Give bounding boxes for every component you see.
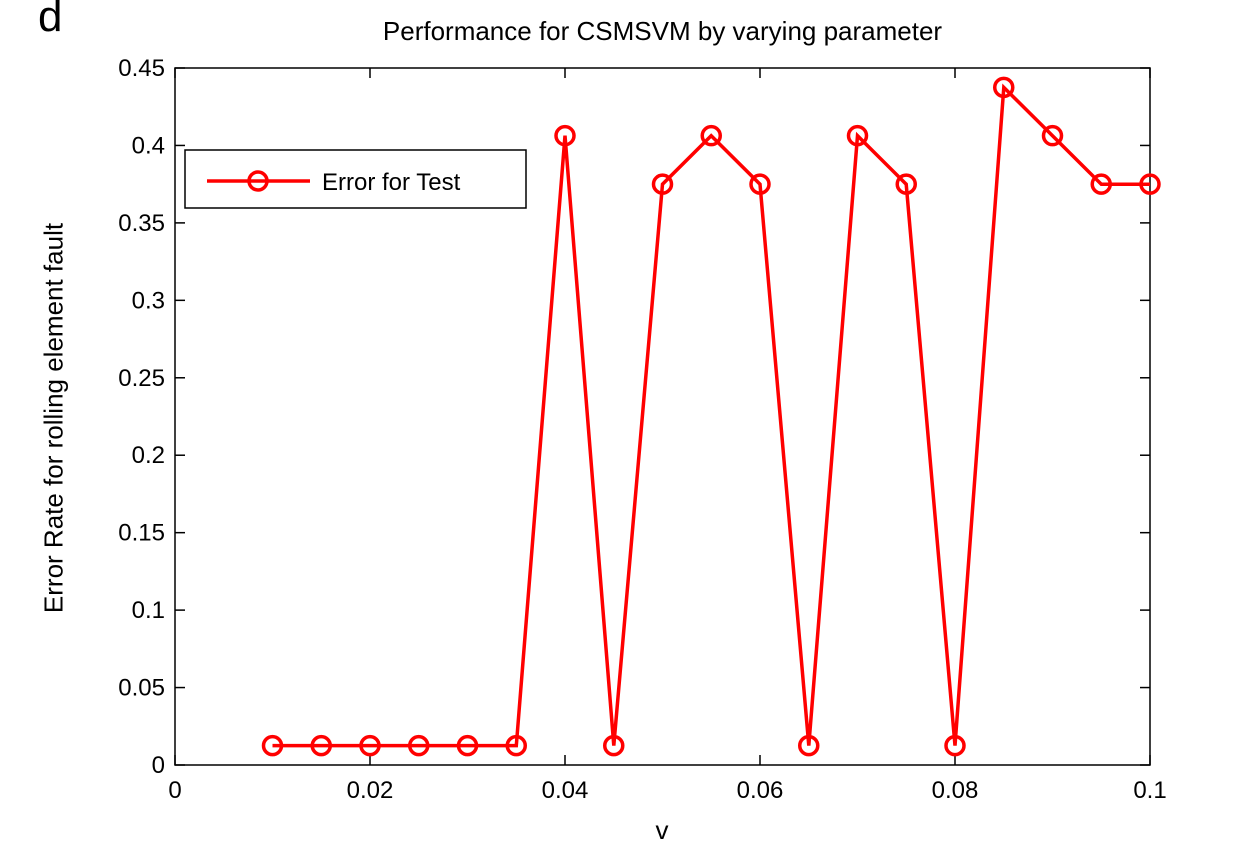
data-point bbox=[505, 734, 527, 757]
x-tick-label: 0.04 bbox=[542, 777, 589, 804]
data-point bbox=[408, 734, 430, 757]
y-tick-label: 0.45 bbox=[118, 55, 165, 82]
y-tick-label: 0.3 bbox=[132, 287, 165, 314]
data-point bbox=[603, 734, 625, 757]
data-point bbox=[261, 734, 284, 757]
legend-box bbox=[184, 149, 527, 209]
y-tick-label: 0.4 bbox=[132, 132, 165, 159]
data-point bbox=[359, 734, 381, 757]
data-point bbox=[700, 124, 722, 147]
legend-marker-sample bbox=[247, 170, 269, 192]
data-point bbox=[554, 124, 576, 147]
x-tick-label: 0 bbox=[168, 777, 181, 804]
data-point bbox=[1139, 173, 1161, 195]
plot-axes bbox=[174, 67, 1151, 766]
legend-label: Error for Test bbox=[322, 169, 461, 196]
panel-label: d bbox=[38, 0, 63, 41]
y-tick-label: 0.25 bbox=[118, 365, 165, 392]
chart-title: Performance for CSMSVM by varying parame… bbox=[382, 16, 943, 46]
data-point bbox=[310, 734, 332, 757]
y-tick-label: 0 bbox=[152, 752, 165, 779]
series-line bbox=[272, 83, 1150, 748]
axis-ticks: 0 0.02 0.04 0.06 0.08 0.1 0 0.05 0.1 0.15 0.2 0.25 0… bbox=[118, 55, 1166, 804]
x-tick-label: 0.06 bbox=[737, 777, 784, 804]
y-tick-label: 0.15 bbox=[118, 520, 165, 547]
data-point bbox=[895, 173, 917, 195]
y-tick-label: 0.1 bbox=[132, 597, 165, 624]
x-tick-label: 0.1 bbox=[1133, 777, 1166, 804]
data-point bbox=[1090, 173, 1112, 195]
x-tick-label: 0.02 bbox=[347, 777, 394, 804]
data-point bbox=[456, 734, 479, 757]
x-tick-label: 0.08 bbox=[932, 777, 979, 804]
data-point bbox=[1041, 124, 1064, 147]
data-point bbox=[749, 173, 771, 195]
legend: Error for Test bbox=[184, 149, 527, 209]
y-tick-label: 0.35 bbox=[118, 210, 165, 237]
data-point bbox=[798, 734, 820, 757]
plot-frame bbox=[174, 67, 1151, 766]
data-point bbox=[993, 76, 1015, 99]
data-point bbox=[944, 734, 966, 757]
data-point bbox=[846, 124, 869, 147]
series-layer bbox=[261, 76, 1161, 757]
y-tick-label: 0.05 bbox=[118, 675, 165, 702]
y-tick-label: 0.2 bbox=[132, 442, 165, 469]
data-point bbox=[651, 173, 674, 195]
